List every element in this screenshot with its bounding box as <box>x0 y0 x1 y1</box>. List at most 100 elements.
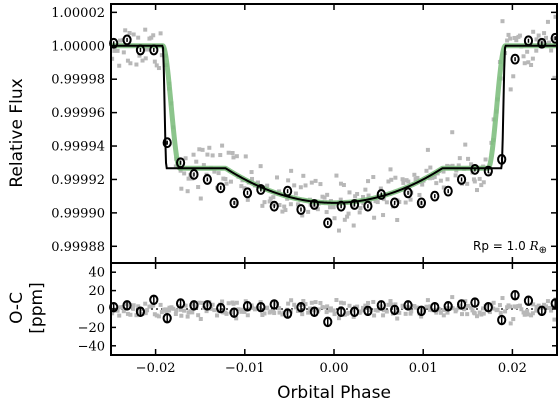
raw-point <box>415 175 420 180</box>
binned-point <box>376 189 386 200</box>
residual-binned-point <box>162 313 172 324</box>
raw-point <box>275 175 280 180</box>
raw-residual-point <box>363 303 368 308</box>
raw-point <box>258 164 263 169</box>
raw-residual-point <box>286 301 291 306</box>
raw-residual-point <box>438 310 443 315</box>
binned-point <box>296 204 306 215</box>
binned-point <box>510 53 520 65</box>
raw-point <box>525 49 530 54</box>
raw-point <box>543 35 548 40</box>
raw-point <box>465 181 470 186</box>
residual-binned-point <box>296 301 306 313</box>
raw-point <box>230 151 235 156</box>
x-tick-label: 0.02 <box>498 361 527 376</box>
raw-residual-point <box>277 310 282 315</box>
raw-residual-point <box>173 312 178 317</box>
raw-residual-point <box>381 308 386 313</box>
raw-residual-point <box>250 305 255 310</box>
raw-residual-point <box>350 308 355 313</box>
raw-point <box>205 152 210 157</box>
raw-point <box>517 33 522 38</box>
raw-point <box>441 185 446 190</box>
binned-point <box>323 217 333 229</box>
binned-point <box>349 199 360 210</box>
binned-point <box>175 157 186 169</box>
raw-residual-point <box>277 306 282 311</box>
raw-point <box>280 209 285 214</box>
binned-point <box>122 34 132 46</box>
raw-point <box>477 176 482 181</box>
raw-point <box>355 191 360 196</box>
raw-point <box>286 178 291 183</box>
raw-residual-point <box>197 300 202 305</box>
raw-residual-point <box>185 314 190 319</box>
raw-residual-point <box>156 314 161 319</box>
raw-residual-point <box>234 300 239 305</box>
raw-point <box>151 33 156 38</box>
raw-residual-point <box>115 308 120 313</box>
raw-residual-point <box>131 306 136 311</box>
raw-residual-point <box>472 311 477 316</box>
raw-point <box>239 184 244 189</box>
raw-point <box>500 19 505 24</box>
raw-residual-point <box>491 306 496 311</box>
raw-residual-point <box>210 302 215 307</box>
raw-residual-point <box>143 311 148 316</box>
raw-point <box>542 31 547 36</box>
raw-point <box>250 176 255 181</box>
raw-point <box>221 176 226 181</box>
raw-residual-point <box>465 312 470 317</box>
raw-residual-point <box>361 305 366 310</box>
raw-point <box>534 48 539 53</box>
binned-point <box>309 199 319 210</box>
raw-point <box>300 213 305 218</box>
raw-point <box>260 203 265 208</box>
raw-residual-point <box>495 307 500 312</box>
raw-point <box>220 143 225 148</box>
raw-residual-point <box>481 311 486 316</box>
raw-point <box>424 168 429 173</box>
residual-binned-point <box>537 305 547 317</box>
raw-residual-point <box>393 302 398 307</box>
raw-point <box>425 147 430 152</box>
raw-point <box>450 130 455 135</box>
raw-residual-point <box>338 300 343 305</box>
raw-residual-point <box>450 306 455 311</box>
raw-point <box>406 179 411 184</box>
raw-point <box>428 165 433 170</box>
raw-point <box>338 181 343 186</box>
raw-point <box>397 199 402 204</box>
annotation-earth: ⊕ <box>539 245 547 256</box>
raw-residual-point <box>318 300 323 305</box>
raw-residual-point <box>381 313 386 318</box>
raw-residual-point <box>131 303 136 308</box>
raw-residual-point <box>536 303 541 308</box>
raw-residual-point <box>221 310 226 315</box>
raw-point <box>388 167 393 172</box>
residual-x-ticks: −0.02 −0.01 0.00 0.01 0.02 <box>136 263 527 376</box>
raw-point <box>401 180 406 185</box>
x-tick-label: 0.01 <box>409 361 438 376</box>
raw-point <box>226 150 231 155</box>
binned-point <box>537 37 547 49</box>
binned-point <box>523 35 534 47</box>
raw-point <box>332 216 337 221</box>
raw-residual-point <box>384 309 389 314</box>
residual-binned-point <box>510 290 520 301</box>
raw-residual-point <box>514 305 519 310</box>
residual-y-label-line2: [ppm] <box>27 282 47 333</box>
raw-residual-point <box>154 313 159 318</box>
raw-point <box>471 177 476 182</box>
raw-point <box>271 195 276 200</box>
residual-binned-point <box>550 298 558 309</box>
flux-y-tick-label: 0.99990 <box>51 206 105 221</box>
raw-residual-point <box>145 308 150 313</box>
raw-residual-point <box>316 307 321 312</box>
raw-point <box>508 87 513 92</box>
raw-point <box>384 200 389 205</box>
raw-point <box>315 207 320 212</box>
raw-residual-point <box>328 306 333 311</box>
raw-residual-point <box>508 321 513 326</box>
binned-point <box>390 197 400 209</box>
